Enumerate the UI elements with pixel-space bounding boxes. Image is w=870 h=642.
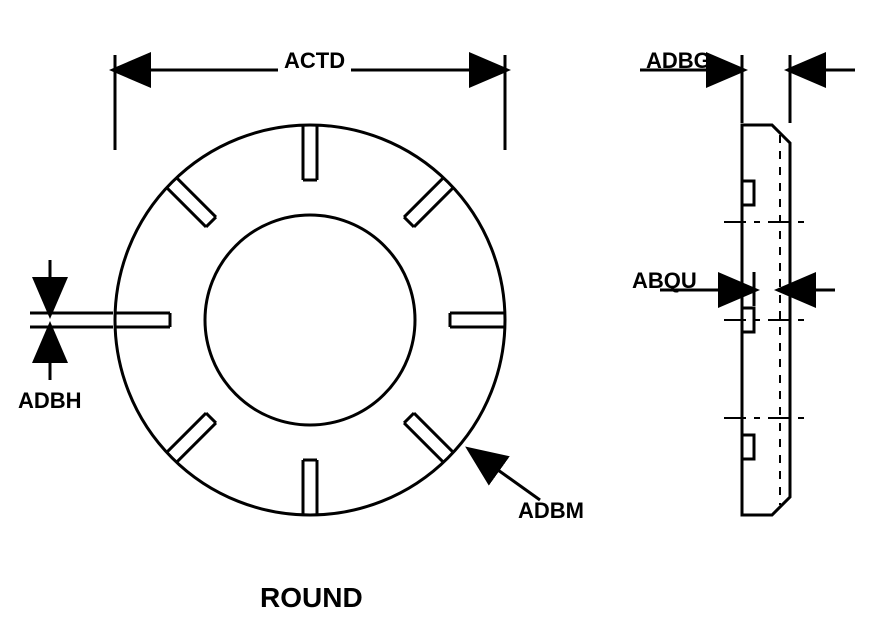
label-adbg: ADBG [646,48,711,74]
slot [303,460,317,515]
diagram-title: ROUND [260,582,363,614]
label-adbm: ADBM [518,498,584,524]
label-abqu: ABQU [632,268,697,294]
side-view [724,125,810,515]
ring-front-view [115,125,505,515]
slot [404,413,453,462]
dim-adbh [30,260,113,380]
slot [167,413,216,462]
label-adbh: ADBH [18,388,82,414]
slot [303,125,317,180]
slot [167,178,216,227]
dim-adbm [470,450,540,500]
slot [115,313,170,327]
label-actd: ACTD [278,48,351,74]
drawing-svg [0,0,870,642]
slot [450,313,505,327]
slot [404,178,453,227]
diagram-canvas: ACTD ADBH ADBM ADBG ABQU ROUND [0,0,870,642]
